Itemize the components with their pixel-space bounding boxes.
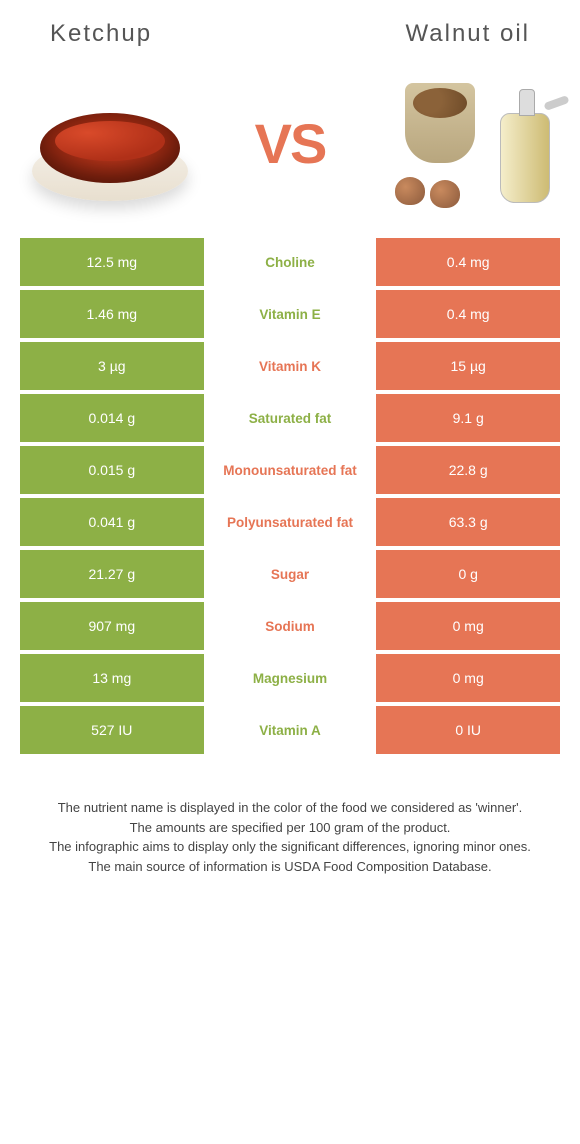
right-value: 0 IU — [376, 706, 560, 754]
table-row: 13 mgMagnesium0 mg — [20, 654, 560, 702]
table-row: 0.014 gSaturated fat9.1 g — [20, 394, 560, 442]
walnut-oil-image — [380, 73, 560, 213]
nutrient-label: Vitamin A — [204, 706, 377, 754]
header: Ketchup Walnut oil — [0, 0, 580, 58]
left-value: 907 mg — [20, 602, 204, 650]
right-value: 0 mg — [376, 654, 560, 702]
right-value: 0 mg — [376, 602, 560, 650]
footer-line: The infographic aims to display only the… — [30, 837, 550, 857]
nutrient-label: Saturated fat — [204, 394, 377, 442]
left-value: 0.014 g — [20, 394, 204, 442]
image-row: VS — [0, 58, 580, 238]
nutrient-label: Choline — [204, 238, 377, 286]
left-value: 1.46 mg — [20, 290, 204, 338]
ketchup-bowl-icon — [40, 113, 180, 183]
right-value: 9.1 g — [376, 394, 560, 442]
vs-label: VS — [255, 111, 326, 176]
table-row: 1.46 mgVitamin E0.4 mg — [20, 290, 560, 338]
left-value: 0.015 g — [20, 446, 204, 494]
left-value: 21.27 g — [20, 550, 204, 598]
right-value: 0 g — [376, 550, 560, 598]
nutrient-label: Polyunsaturated fat — [204, 498, 377, 546]
ketchup-image — [20, 73, 200, 213]
nutrient-label: Monounsaturated fat — [204, 446, 377, 494]
footer-notes: The nutrient name is displayed in the co… — [0, 758, 580, 876]
table-row: 3 µgVitamin K15 µg — [20, 342, 560, 390]
table-row: 21.27 gSugar0 g — [20, 550, 560, 598]
right-value: 0.4 mg — [376, 290, 560, 338]
left-value: 527 IU — [20, 706, 204, 754]
table-row: 0.041 gPolyunsaturated fat63.3 g — [20, 498, 560, 546]
footer-line: The amounts are specified per 100 gram o… — [30, 818, 550, 838]
right-food-title: Walnut oil — [406, 20, 530, 48]
left-value: 13 mg — [20, 654, 204, 702]
table-row: 0.015 gMonounsaturated fat22.8 g — [20, 446, 560, 494]
right-value: 15 µg — [376, 342, 560, 390]
table-row: 907 mgSodium0 mg — [20, 602, 560, 650]
nutrient-label: Sodium — [204, 602, 377, 650]
left-value: 12.5 mg — [20, 238, 204, 286]
right-value: 0.4 mg — [376, 238, 560, 286]
walnut-oil-icon — [380, 73, 560, 213]
nutrient-label: Vitamin K — [204, 342, 377, 390]
left-value: 3 µg — [20, 342, 204, 390]
nutrient-label: Vitamin E — [204, 290, 377, 338]
left-value: 0.041 g — [20, 498, 204, 546]
right-value: 63.3 g — [376, 498, 560, 546]
nutrient-label: Magnesium — [204, 654, 377, 702]
table-row: 12.5 mgCholine0.4 mg — [20, 238, 560, 286]
nutrient-label: Sugar — [204, 550, 377, 598]
footer-line: The nutrient name is displayed in the co… — [30, 798, 550, 818]
left-food-title: Ketchup — [50, 20, 152, 48]
right-value: 22.8 g — [376, 446, 560, 494]
nutrient-table: 12.5 mgCholine0.4 mg1.46 mgVitamin E0.4 … — [0, 238, 580, 754]
table-row: 527 IUVitamin A0 IU — [20, 706, 560, 754]
footer-line: The main source of information is USDA F… — [30, 857, 550, 877]
